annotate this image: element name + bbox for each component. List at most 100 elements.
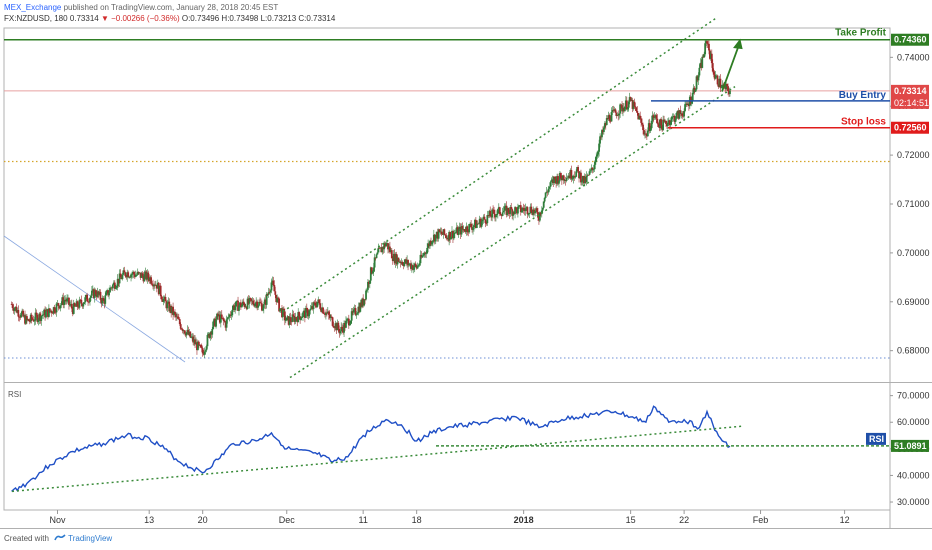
candle-body: [309, 308, 312, 311]
rsi-badge-bg: [866, 432, 886, 445]
candle-body: [150, 277, 153, 284]
candle-body: [350, 311, 353, 321]
candle-body: [245, 306, 248, 309]
candle-body: [579, 172, 581, 179]
candle-body: [279, 308, 281, 312]
candle-body: [21, 310, 24, 314]
candle-body: [456, 227, 459, 235]
candle-body: [406, 260, 409, 264]
candle-body: [40, 315, 43, 321]
candle-body: [311, 306, 314, 310]
candle-body: [72, 303, 75, 314]
footer: Created with TradingView: [4, 534, 112, 543]
candle-body: [251, 300, 254, 302]
candle-body: [558, 180, 560, 184]
candle-body: [54, 311, 57, 313]
candle-body: [170, 305, 173, 314]
candle-body: [66, 298, 68, 302]
candle-body: [327, 311, 330, 315]
candle-body: [607, 115, 610, 120]
candle-body: [364, 299, 366, 301]
tradingview-brand[interactable]: TradingView: [68, 534, 113, 543]
take-profit-price-tag-bg: [891, 33, 929, 46]
candle-body: [702, 56, 705, 58]
candle-body: [41, 315, 44, 317]
candle-body: [263, 299, 266, 305]
candle-body: [409, 263, 411, 265]
candle-body: [707, 43, 709, 45]
candle-body: [675, 113, 678, 119]
candle-body: [450, 236, 452, 240]
candle-body: [389, 250, 392, 252]
candle-body: [714, 75, 717, 79]
candle-body: [216, 313, 218, 320]
candle-body: [508, 212, 511, 214]
candle-body: [179, 324, 182, 329]
candle-body: [563, 180, 566, 181]
candle-body: [462, 228, 465, 230]
candle-body: [312, 302, 315, 310]
projection-arrow-head: [733, 38, 743, 50]
candle-body: [228, 314, 231, 318]
candle-body: [232, 305, 235, 310]
candle-body: [378, 247, 381, 249]
candle-body: [115, 286, 118, 288]
candle-body: [304, 308, 307, 318]
ohlc-values: O:0.73496 H:0.73498 L:0.73213 C:0.73314: [181, 14, 336, 23]
candle-body: [117, 278, 120, 284]
candle-body: [638, 115, 641, 120]
candle-body: [265, 294, 268, 305]
candle-body: [403, 262, 406, 266]
candle-body: [726, 84, 729, 87]
candle-body: [75, 301, 78, 307]
candle-body: [105, 292, 108, 296]
candle-body: [693, 87, 696, 92]
candle-body: [289, 317, 292, 322]
candle-body: [518, 205, 521, 207]
candle-body: [357, 306, 360, 314]
candle-body: [595, 156, 598, 162]
candle-body: [445, 235, 448, 238]
candle-body: [478, 218, 481, 224]
candle-body: [330, 316, 333, 318]
candle-body: [79, 299, 82, 301]
candle-body: [193, 339, 195, 343]
candle-body: [676, 110, 679, 114]
time-tick-label: 15: [626, 515, 636, 525]
candle-body: [98, 291, 101, 295]
candle-body: [398, 261, 401, 263]
candle-body: [674, 118, 677, 122]
candle-body: [154, 284, 157, 286]
candle-body: [729, 90, 731, 95]
symbol-interval: FX:NZDUSD, 180: [4, 14, 68, 23]
candle-body: [301, 317, 303, 318]
time-tick-label: 13: [144, 515, 154, 525]
candle-body: [598, 143, 601, 152]
candle-body: [69, 304, 71, 306]
candle-body: [305, 308, 308, 309]
candle-body: [303, 310, 305, 313]
candle-body: [89, 297, 91, 303]
candle-body: [258, 301, 260, 306]
candle-body: [133, 272, 135, 275]
projection-arrow-shaft: [721, 47, 739, 92]
candle-body: [512, 211, 515, 216]
candle-body: [551, 179, 554, 182]
candle-body: [550, 181, 553, 183]
candle-body: [49, 310, 52, 312]
candles-group: [10, 38, 731, 358]
candle-body: [442, 229, 445, 235]
author-link[interactable]: MEX_Exchange: [4, 3, 62, 12]
candle-body: [81, 303, 84, 307]
price-tick-label: 0.74000: [897, 52, 930, 62]
candle-body: [44, 309, 46, 318]
last-price: 0.73314: [69, 14, 99, 23]
candle-body: [559, 172, 561, 181]
candle-body: [725, 84, 728, 90]
candle-body: [191, 336, 194, 338]
time-tick-label: Nov: [49, 515, 66, 525]
candle-body: [165, 301, 168, 309]
candle-body: [58, 306, 61, 309]
candle-body: [687, 103, 689, 106]
